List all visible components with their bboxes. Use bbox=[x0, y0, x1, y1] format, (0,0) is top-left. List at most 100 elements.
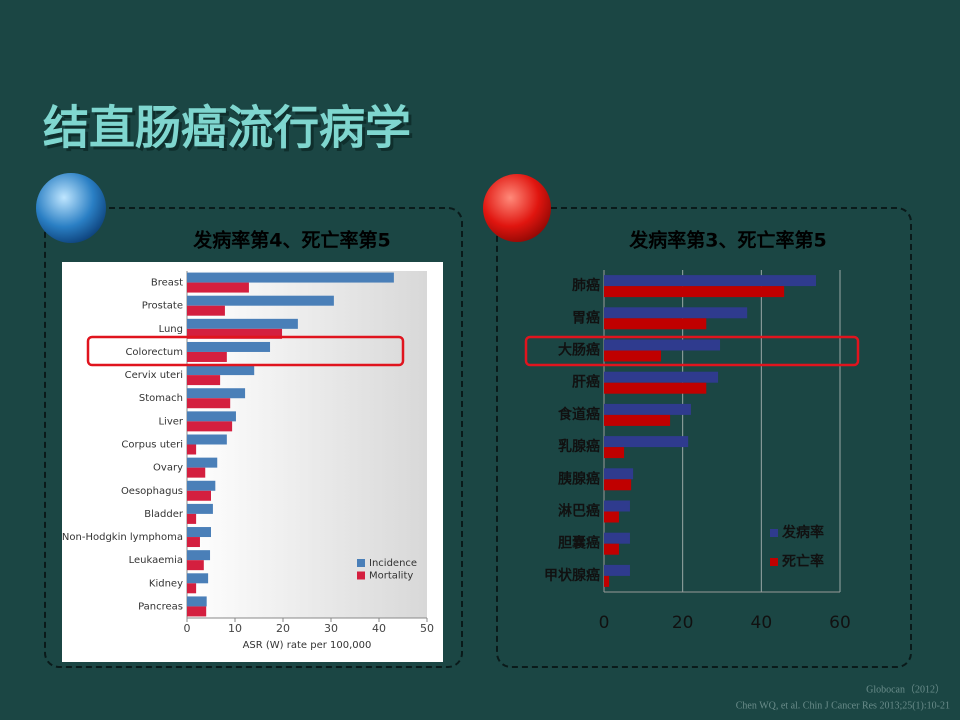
bar bbox=[187, 444, 197, 455]
bar bbox=[604, 382, 707, 394]
bar bbox=[604, 447, 625, 459]
bar bbox=[187, 467, 206, 478]
bar bbox=[187, 490, 211, 501]
bar bbox=[187, 282, 249, 293]
bar bbox=[604, 500, 630, 512]
highlight-box bbox=[86, 335, 405, 367]
bar bbox=[187, 527, 211, 538]
bar bbox=[604, 479, 632, 491]
bar bbox=[187, 375, 221, 386]
citation: Globocan（2012） bbox=[866, 683, 945, 695]
bar bbox=[187, 305, 225, 316]
bar bbox=[187, 537, 200, 548]
x-tick-label: 20 bbox=[276, 622, 290, 635]
bar bbox=[187, 560, 204, 571]
x-tick-label: 40 bbox=[751, 613, 773, 633]
y-tick-label: 胆囊癌 bbox=[558, 535, 600, 552]
y-tick-label: Stomach bbox=[139, 393, 183, 404]
bar bbox=[604, 318, 707, 330]
x-tick-label: 40 bbox=[372, 622, 386, 635]
bar bbox=[604, 564, 630, 576]
y-tick-label: Oesophagus bbox=[121, 486, 183, 497]
bar bbox=[604, 511, 619, 523]
bar bbox=[187, 596, 207, 607]
x-tick-label: 0 bbox=[184, 622, 191, 635]
bar bbox=[604, 575, 610, 587]
bar bbox=[187, 295, 334, 306]
bar bbox=[604, 468, 634, 480]
bar bbox=[187, 550, 211, 561]
title-shadow: 结直肠癌流行病学 bbox=[46, 104, 414, 158]
legend-swatch bbox=[770, 558, 778, 566]
y-tick-label: 乳腺癌 bbox=[558, 438, 600, 455]
right-panel bbox=[496, 207, 912, 668]
bar bbox=[187, 480, 216, 491]
y-tick-label: Prostate bbox=[142, 301, 183, 312]
bar bbox=[187, 365, 255, 376]
slide-title: 结直肠癌流行病学 bbox=[43, 101, 411, 155]
x-tick-label: 0 bbox=[599, 613, 610, 633]
y-tick-label: 淋巴癌 bbox=[558, 503, 600, 520]
x-tick-label: 20 bbox=[672, 613, 694, 633]
y-tick-label: Leukaemia bbox=[129, 555, 183, 566]
y-tick-label: Corpus uteri bbox=[121, 440, 183, 451]
bar bbox=[187, 411, 236, 422]
bar bbox=[187, 341, 271, 352]
y-tick-label: Bladder bbox=[144, 509, 184, 520]
bar bbox=[604, 339, 721, 351]
y-tick-label: 胃癌 bbox=[572, 309, 600, 326]
bar bbox=[187, 513, 197, 524]
y-tick-label: Lung bbox=[159, 324, 183, 335]
bar bbox=[604, 543, 619, 555]
bar bbox=[187, 388, 246, 399]
y-tick-label: 肺癌 bbox=[572, 277, 600, 294]
china-flag-icon bbox=[483, 174, 551, 242]
left-panel bbox=[44, 207, 463, 668]
chart-title: 发病率第4、死亡率第5 bbox=[192, 229, 390, 252]
charts: 发病率第4、死亡率第5 0 10 20 30 40 50 ASR (W) rate per 1… bbox=[62, 229, 851, 652]
bar bbox=[604, 403, 691, 415]
x-tick-label: 30 bbox=[324, 622, 338, 635]
bar bbox=[187, 318, 298, 329]
bar bbox=[604, 414, 671, 426]
y-tick-label: 大肠癌 bbox=[558, 342, 600, 359]
y-tick-label: 肝癌 bbox=[572, 374, 600, 391]
bar bbox=[604, 307, 748, 319]
x-axis-label: ASR (W) rate per 100,000 bbox=[243, 640, 372, 651]
y-tick-label: Breast bbox=[151, 278, 183, 289]
bar bbox=[604, 350, 662, 362]
legend-label: Mortality bbox=[369, 571, 413, 582]
y-tick-label: Cervix uteri bbox=[125, 370, 183, 381]
bar bbox=[187, 421, 233, 432]
bar bbox=[604, 532, 630, 544]
legend-swatch bbox=[770, 529, 778, 537]
bar bbox=[187, 328, 283, 339]
y-tick-label: 食道癌 bbox=[558, 406, 600, 423]
bar bbox=[604, 275, 817, 287]
x-tick-label: 60 bbox=[829, 613, 851, 633]
bar bbox=[187, 351, 227, 362]
legend-label: Incidence bbox=[369, 558, 417, 569]
x-tick-label: 10 bbox=[228, 622, 242, 635]
bar bbox=[187, 272, 394, 283]
legend-label: 死亡率 bbox=[781, 553, 824, 570]
bar bbox=[187, 457, 218, 468]
bar bbox=[187, 434, 227, 445]
bar bbox=[187, 573, 209, 584]
citation: Chen WQ, et al. Chin J Cancer Res 2013;2… bbox=[736, 700, 950, 711]
y-tick-label: 甲状腺癌 bbox=[544, 567, 600, 584]
bar bbox=[187, 606, 207, 617]
bar bbox=[604, 371, 719, 383]
y-tick-label: Ovary bbox=[153, 463, 183, 474]
bar bbox=[187, 583, 197, 594]
bar bbox=[604, 286, 785, 298]
chart-title: 发病率第3、死亡率第5 bbox=[628, 229, 826, 252]
bar bbox=[187, 398, 231, 409]
y-tick-label: Non-Hodgkin lymphoma bbox=[62, 532, 183, 543]
y-tick-label: Pancreas bbox=[138, 601, 183, 612]
globe-icon bbox=[36, 173, 106, 243]
y-tick-label: 胰腺癌 bbox=[558, 470, 600, 487]
y-tick-label: Liver bbox=[158, 416, 183, 427]
